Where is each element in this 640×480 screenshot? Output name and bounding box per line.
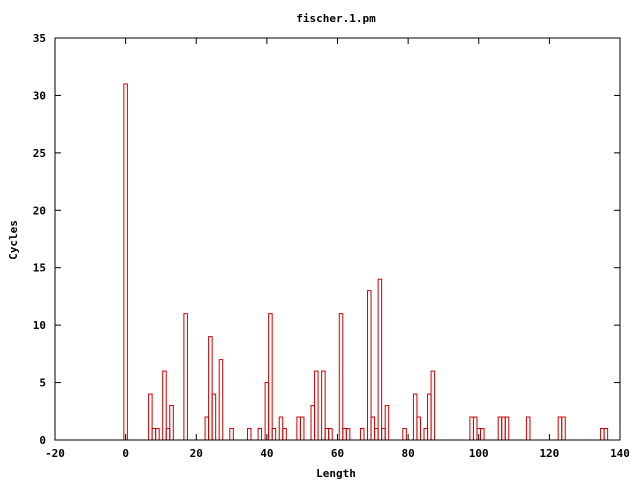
y-tick-label: 5 — [39, 377, 46, 390]
bar — [282, 428, 287, 441]
bar — [321, 370, 326, 441]
bar — [211, 393, 217, 441]
bar — [472, 416, 478, 441]
bar — [561, 416, 566, 441]
bar — [497, 416, 503, 441]
bar — [278, 416, 284, 441]
bar — [377, 278, 383, 441]
bar — [603, 428, 609, 441]
x-tick-label: 120 — [539, 447, 559, 460]
x-tick-label: 140 — [610, 447, 630, 460]
bar — [430, 370, 436, 441]
y-tick-label: 15 — [33, 262, 46, 275]
bar — [328, 428, 333, 441]
y-tick-label: 10 — [33, 319, 46, 332]
bar — [264, 382, 270, 441]
y-tick-label: 0 — [39, 434, 46, 447]
bar — [148, 393, 153, 441]
y-tick-label: 35 — [33, 32, 46, 45]
bar — [370, 416, 376, 441]
bar — [296, 416, 301, 441]
bar — [381, 428, 386, 441]
bar — [469, 416, 474, 441]
y-tick-label: 20 — [33, 204, 46, 217]
bar — [374, 428, 379, 441]
x-tick-label: 60 — [331, 447, 344, 460]
bar — [423, 428, 429, 441]
y-tick-label: 25 — [33, 147, 46, 160]
x-tick-label: 0 — [122, 447, 129, 460]
bar — [359, 428, 365, 441]
bar — [268, 313, 273, 441]
plot-frame — [54, 37, 621, 441]
bar — [427, 393, 432, 441]
bar — [338, 313, 344, 441]
bar — [501, 416, 506, 441]
y-tick-label: 30 — [33, 89, 46, 102]
bar — [416, 416, 421, 441]
bar — [504, 416, 510, 441]
bar — [162, 370, 167, 441]
bar — [123, 83, 128, 441]
bar — [208, 336, 213, 441]
bar — [155, 428, 160, 441]
bar — [204, 416, 210, 441]
bar — [600, 428, 605, 441]
bar — [218, 359, 224, 441]
bar — [246, 428, 252, 441]
bar — [525, 416, 531, 441]
bar — [299, 416, 305, 441]
bars — [123, 83, 609, 441]
bar — [183, 313, 188, 441]
bar — [342, 428, 347, 441]
bar — [367, 290, 372, 441]
bar — [345, 428, 351, 441]
bar — [165, 428, 171, 441]
chart-title: fischer.1.pm — [296, 12, 376, 25]
x-tick-label: 100 — [469, 447, 489, 460]
bar — [257, 428, 263, 441]
x-tick-label: 80 — [402, 447, 415, 460]
x-tick-label: 20 — [190, 447, 203, 460]
bar — [557, 416, 563, 441]
x-tick-label: -20 — [45, 447, 65, 460]
y-axis-label: Cycles — [7, 220, 20, 260]
bar — [151, 428, 157, 441]
bar — [384, 405, 390, 441]
bar — [310, 405, 316, 441]
bar — [402, 428, 407, 441]
bar — [480, 428, 485, 441]
x-axis-label: Length — [316, 467, 356, 480]
bar — [271, 428, 277, 441]
bar — [169, 405, 174, 441]
bar — [412, 393, 418, 441]
bar — [324, 428, 330, 441]
bar — [314, 370, 319, 441]
bar — [229, 428, 234, 441]
x-tick-label: 40 — [260, 447, 273, 460]
